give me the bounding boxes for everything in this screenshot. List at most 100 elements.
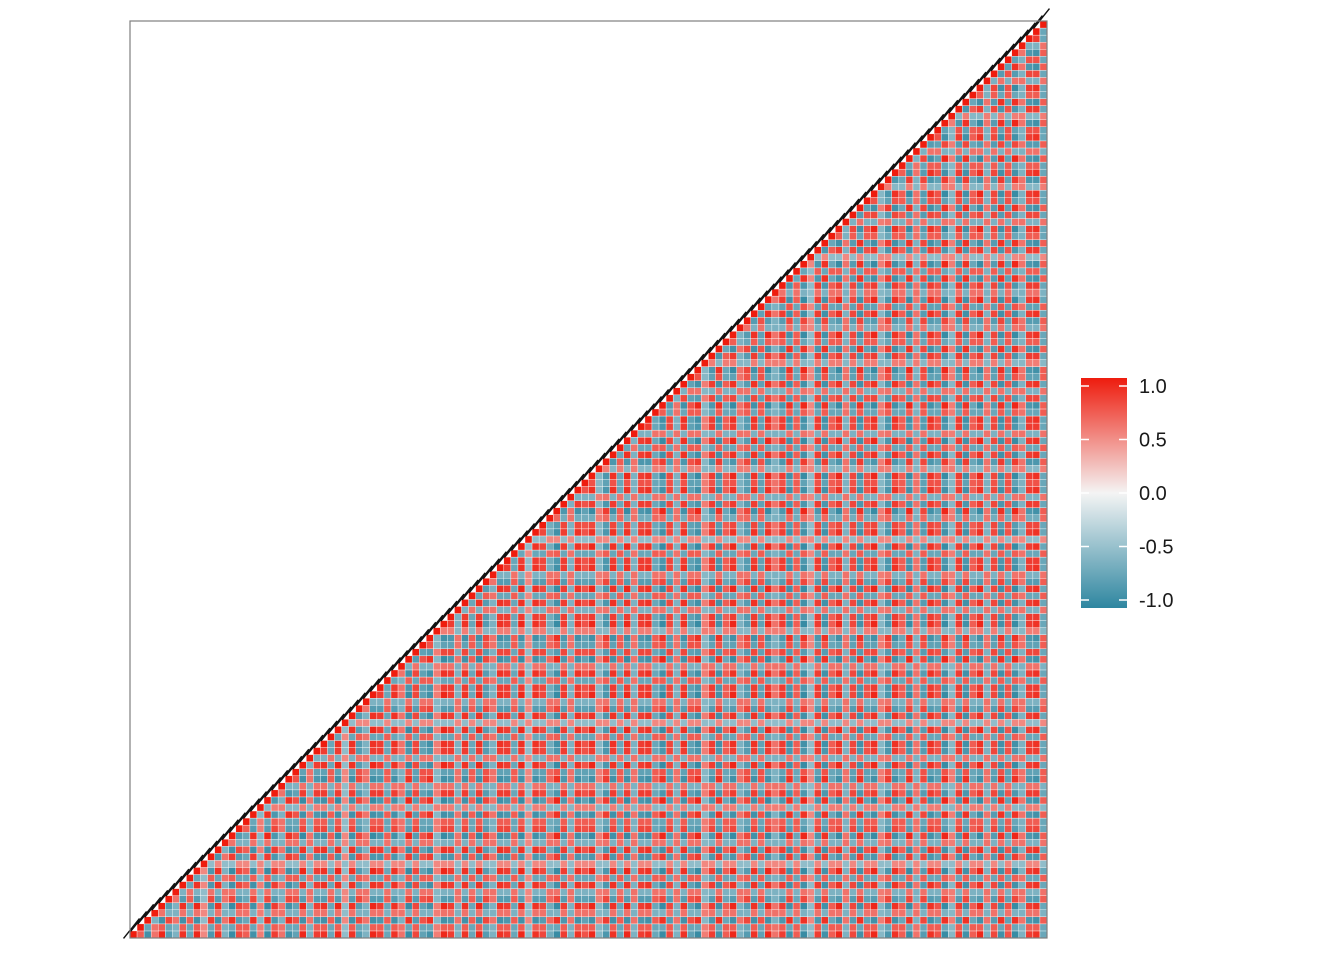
heatmap-cell [778, 281, 787, 290]
heatmap-cell [814, 507, 822, 515]
heatmap-cell [708, 528, 716, 537]
heatmap-cell [426, 888, 434, 896]
heatmap-cell [680, 733, 688, 741]
heatmap-cell [616, 761, 624, 769]
heatmap-cell [468, 754, 476, 762]
heatmap-cell [510, 697, 519, 706]
heatmap-cell [553, 740, 561, 748]
heatmap-cell [743, 775, 751, 783]
heatmap-cell [729, 634, 737, 642]
heatmap-cell [644, 888, 653, 896]
heatmap-cell [806, 930, 815, 939]
heatmap-cell [785, 528, 794, 537]
heatmap-cell [658, 500, 667, 508]
heatmap-cell [588, 754, 596, 762]
heatmap-cell [468, 655, 476, 664]
heatmap-cell [672, 549, 681, 558]
heatmap-cell [609, 563, 617, 572]
heatmap-cell [355, 916, 363, 925]
heatmap-cell [637, 740, 646, 748]
heatmap-cell [701, 697, 709, 706]
heatmap-cell [517, 662, 526, 671]
heatmap-cell [461, 662, 469, 671]
heatmap-cell [538, 592, 547, 600]
heatmap-cell [186, 909, 194, 918]
heatmap-cell [778, 324, 787, 332]
heatmap-cell [828, 641, 836, 649]
heatmap-cell [616, 451, 624, 459]
heatmap-cell [644, 803, 653, 812]
heatmap-cell [806, 352, 815, 360]
heatmap-cell [503, 655, 512, 664]
heatmap-cell [165, 930, 173, 939]
heatmap-cell [665, 585, 674, 593]
heatmap-cell [785, 916, 794, 925]
heatmap-cell [694, 507, 702, 515]
heatmap-cell [397, 676, 406, 685]
heatmap-cell [553, 726, 561, 734]
heatmap-cell [785, 359, 794, 367]
heatmap-cell [771, 437, 780, 445]
heatmap-cell [694, 810, 702, 819]
heatmap-cell [708, 669, 716, 678]
heatmap-cell [595, 810, 603, 819]
heatmap-cell [574, 853, 582, 861]
heatmap-cell [708, 697, 716, 706]
heatmap-cell [524, 690, 533, 699]
heatmap-cell [320, 895, 328, 903]
heatmap-cell [503, 697, 512, 706]
heatmap-cell [658, 733, 667, 741]
heatmap-cell [602, 472, 610, 480]
heatmap-cell [771, 549, 780, 558]
heatmap-cell [242, 846, 251, 854]
heatmap-cell [348, 747, 356, 755]
heatmap-cell [419, 916, 427, 925]
heatmap-cell [630, 535, 639, 544]
heatmap-cell [806, 507, 815, 515]
heatmap-cell [687, 902, 695, 910]
heatmap-cell [510, 634, 519, 642]
heatmap-cell [292, 895, 300, 903]
heatmap-cell [729, 521, 737, 530]
heatmap-cell [292, 817, 300, 826]
heatmap-cell [665, 747, 674, 755]
heatmap-cell [411, 768, 420, 776]
heatmap-cell [715, 860, 723, 868]
heatmap-cell [531, 563, 540, 572]
heatmap-cell [546, 705, 554, 713]
heatmap-cell [475, 592, 483, 600]
heatmap-cell [750, 888, 758, 896]
heatmap-cell [588, 916, 596, 925]
heatmap-cell [355, 817, 363, 826]
heatmap-cell [546, 768, 554, 776]
heatmap-cell [616, 549, 624, 558]
heatmap-cell [658, 528, 667, 537]
heatmap-cell [701, 542, 709, 551]
heatmap-cell [560, 528, 568, 537]
heatmap-cell [546, 669, 554, 678]
heatmap-cell [475, 726, 483, 734]
heatmap-cell [383, 697, 392, 706]
heatmap-cell [531, 549, 540, 558]
heatmap-cell [440, 930, 448, 939]
heatmap-cell [665, 669, 674, 678]
heatmap-cell [419, 824, 427, 833]
heatmap-cell [672, 683, 681, 692]
heatmap-cell [722, 563, 730, 572]
heatmap-cell [595, 860, 603, 868]
heatmap-cell [799, 415, 808, 424]
heatmap-cell [729, 902, 737, 910]
heatmap-cell [595, 782, 603, 791]
heatmap-cell [785, 705, 794, 713]
heatmap-cell [821, 394, 829, 403]
heatmap-cell [821, 923, 829, 932]
heatmap-cell [609, 514, 617, 522]
heatmap-cell [454, 740, 462, 748]
heatmap-cell [567, 803, 575, 812]
heatmap-cell [320, 888, 328, 896]
heatmap-cell [757, 803, 766, 812]
heatmap-cell [320, 832, 328, 840]
heatmap-cell [757, 479, 766, 487]
heatmap-cell [454, 775, 462, 783]
heatmap-cell [334, 846, 342, 854]
